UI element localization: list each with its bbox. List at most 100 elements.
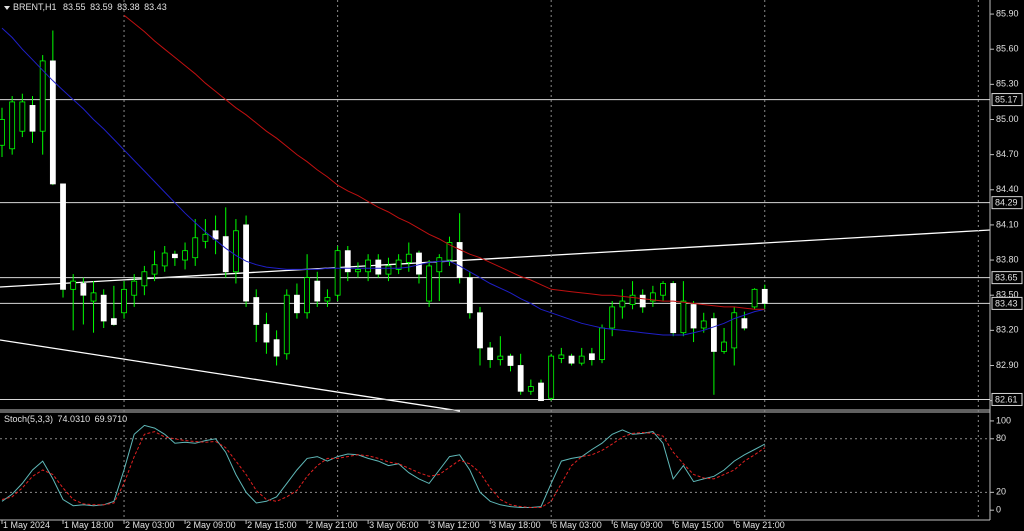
stoch-tick-label: 100 xyxy=(996,415,1011,425)
candle-body xyxy=(60,183,66,290)
y-tick-label: 84.40 xyxy=(996,184,1019,194)
x-tick-label: 2 May 09:00 xyxy=(186,520,236,530)
stoch-signal-value: 69.9710 xyxy=(95,414,128,424)
candle-body xyxy=(558,354,565,359)
stoch-tick-label: 80 xyxy=(996,433,1006,443)
level-label: 85.17 xyxy=(995,94,1018,104)
candle-body xyxy=(466,277,473,314)
candle-body xyxy=(0,119,5,146)
candle-body xyxy=(263,324,270,343)
level-label-box xyxy=(991,93,1023,107)
x-tick-label: 1 May 2024 xyxy=(3,520,50,530)
x-tick-label: 3 May 18:00 xyxy=(491,520,541,530)
candle-body xyxy=(324,297,331,302)
candle-body xyxy=(192,237,199,259)
candle-body xyxy=(70,280,77,290)
menu-arrow[interactable] xyxy=(4,6,10,10)
x-tick-label: 6 May 15:00 xyxy=(674,520,724,530)
high-value: 83.59 xyxy=(90,2,113,12)
candle-body xyxy=(690,304,697,329)
candle-body xyxy=(487,347,494,361)
y-tick-label: 84.70 xyxy=(996,149,1019,159)
candle-body xyxy=(283,294,290,355)
candle-body xyxy=(9,101,16,150)
symbol: BRENT,H1 xyxy=(13,2,57,12)
y-tick-label: 84.10 xyxy=(996,219,1019,229)
candle-body xyxy=(151,264,158,275)
candle-body xyxy=(609,306,616,329)
candle-body xyxy=(477,312,483,349)
candle-body xyxy=(294,294,300,314)
candle-body xyxy=(202,233,209,242)
stoch-main-value: 74.0310 xyxy=(58,414,91,424)
candle-body xyxy=(680,300,687,334)
candle-body xyxy=(405,253,412,263)
candle-body xyxy=(436,257,443,273)
trend-line[interactable] xyxy=(0,339,461,412)
level-label: 83.65 xyxy=(995,273,1018,283)
candle-body xyxy=(121,288,127,314)
candle-body xyxy=(517,365,524,392)
candle-body xyxy=(100,294,107,322)
y-tick-label: 83.80 xyxy=(996,254,1019,264)
candle-body xyxy=(344,250,351,273)
candle-body xyxy=(395,259,402,270)
chart-header: BRENT,H1 83.55 83.59 83.38 83.43 xyxy=(13,2,167,12)
candle-body xyxy=(426,265,433,302)
candle-body xyxy=(497,355,504,361)
close-value: 83.43 xyxy=(144,2,167,12)
candle-body xyxy=(334,250,341,296)
candle-body xyxy=(446,242,453,261)
x-tick-label: 6 May 21:00 xyxy=(735,520,785,530)
stoch-tick-label: 0 xyxy=(996,505,1001,515)
moving-average xyxy=(1,27,765,336)
trend-line[interactable] xyxy=(0,229,991,288)
open-value: 83.55 xyxy=(63,2,86,12)
candle-body xyxy=(131,280,138,296)
candle-body xyxy=(29,105,36,132)
candle-body xyxy=(212,230,219,240)
candle-body xyxy=(80,283,87,296)
low-value: 83.38 xyxy=(117,2,140,12)
candle-body xyxy=(629,294,636,305)
candle-body xyxy=(751,288,758,308)
candle-body xyxy=(761,288,768,304)
level-label: 84.29 xyxy=(995,198,1018,208)
x-tick-label: 6 May 09:00 xyxy=(613,520,663,530)
y-tick-label: 83.50 xyxy=(996,290,1019,300)
level-label-box xyxy=(991,196,1023,210)
candle-body xyxy=(527,386,534,392)
level-label-box xyxy=(991,392,1023,406)
x-tick-label: 3 May 06:00 xyxy=(369,520,419,530)
candle-body xyxy=(355,269,361,273)
moving-average xyxy=(123,14,765,310)
level-label-box xyxy=(991,296,1023,310)
stoch-signal xyxy=(1,431,766,508)
candle-body xyxy=(110,318,117,325)
candle-body xyxy=(171,253,178,259)
candle-body xyxy=(141,271,148,287)
y-tick-label: 83.20 xyxy=(996,325,1019,335)
candle-body xyxy=(253,297,260,325)
candle-body xyxy=(182,250,188,261)
candle-body xyxy=(49,60,56,185)
candle-body xyxy=(588,353,595,361)
candle-body xyxy=(456,242,463,279)
level-label-box xyxy=(991,271,1023,285)
level-label: 82.61 xyxy=(995,394,1018,404)
candle-body xyxy=(639,294,646,308)
stoch-tick-label: 20 xyxy=(996,487,1006,497)
candle-body xyxy=(385,265,392,275)
y-tick-label: 85.00 xyxy=(996,114,1019,124)
candle-body xyxy=(39,60,46,132)
stoch-main xyxy=(1,424,766,508)
candle-body xyxy=(619,300,626,308)
candle-body xyxy=(578,355,585,364)
candle-body xyxy=(304,277,311,314)
candle-body xyxy=(416,252,422,275)
candle-body xyxy=(375,259,382,275)
candle-body xyxy=(721,341,727,352)
x-tick-label: 1 May 18:00 xyxy=(64,520,114,530)
y-tick-label: 82.90 xyxy=(996,360,1019,370)
